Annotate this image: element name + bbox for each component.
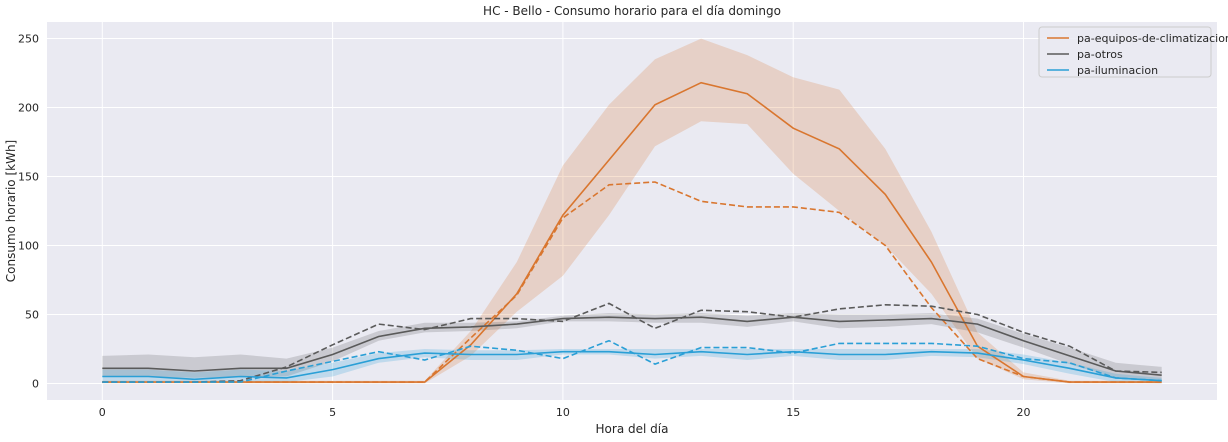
reference-line-pa-otros	[102, 302, 1162, 383]
legend-box	[1038, 26, 1212, 78]
x-tick-label: 20	[1017, 406, 1031, 419]
y-tick-label: 0	[32, 377, 39, 390]
legend-label-pa-equipos-de-climatizacion: pa-equipos-de-climatizacion	[1077, 32, 1228, 45]
mean-line-pa-otros	[102, 316, 1162, 376]
y-tick-label: 200	[18, 102, 39, 115]
y-tick-label: 50	[25, 308, 39, 321]
y-tick-label: 250	[18, 33, 39, 46]
grid-lines	[47, 22, 1217, 400]
x-axis-label: Hora del día	[596, 422, 669, 436]
band-pa-otros	[102, 313, 1162, 381]
band-pa-iluminacion	[102, 349, 1162, 384]
y-axis-ticks: 0 50 100 150 200 250	[18, 33, 39, 391]
legend: pa-equipos-de-climatizacion pa-otros pa-il…	[1038, 26, 1228, 78]
legend-label-pa-iluminacion: pa-iluminacion	[1077, 64, 1158, 77]
confidence-bands	[102, 38, 1162, 384]
band-pa-equipos-de-climatizacion	[102, 38, 1162, 384]
y-tick-label: 100	[18, 239, 39, 252]
y-axis-label: Consumo horario [kWh]	[4, 140, 18, 282]
plot-area	[47, 22, 1217, 400]
x-tick-label: 0	[99, 406, 106, 419]
legend-label-pa-otros: pa-otros	[1077, 48, 1123, 61]
x-tick-label: 15	[786, 406, 800, 419]
chart-title: HC - Bello - Consumo horario para el día…	[483, 4, 781, 18]
mean-line-pa-equipos-de-climatizacion	[102, 81, 1162, 383]
x-tick-label: 5	[329, 406, 336, 419]
mean-line-pa-iluminacion	[102, 350, 1162, 382]
x-axis-ticks: 0 5 10 15 20	[99, 406, 1031, 419]
y-tick-label: 150	[18, 171, 39, 184]
series-lines	[102, 81, 1162, 383]
x-tick-label: 10	[556, 406, 570, 419]
